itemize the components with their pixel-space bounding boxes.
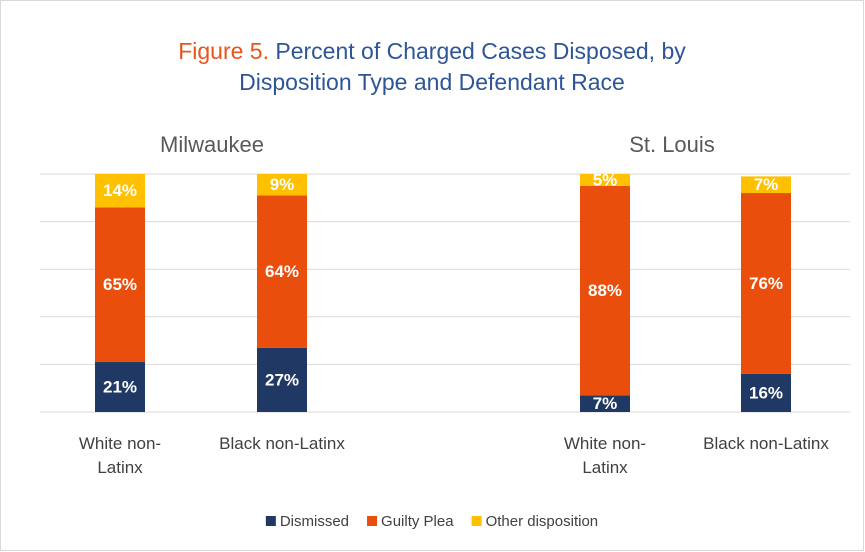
x-tick-label: Black non-Latinx <box>219 434 345 453</box>
chart-title: Figure 5. Percent of Charged Cases Dispo… <box>132 36 732 98</box>
legend-swatch <box>471 516 482 526</box>
group-label: Milwaukee <box>160 132 264 157</box>
x-tick-label: Black non-Latinx <box>703 434 829 453</box>
data-label: 21% <box>103 377 137 396</box>
data-label: 7% <box>593 394 618 413</box>
legend-swatch <box>265 516 276 526</box>
bar-segment <box>95 174 145 208</box>
group-label: St. Louis <box>629 132 715 157</box>
data-label: 16% <box>749 383 783 402</box>
x-tick-label: White non-Latinx <box>563 434 647 477</box>
title-prefix: Figure 5. <box>178 38 269 64</box>
data-label: 9% <box>270 175 295 194</box>
bar-segment <box>257 195 307 348</box>
bar-segment <box>741 373 791 412</box>
bar-segment <box>257 347 307 412</box>
data-label: 5% <box>593 170 618 189</box>
bar-segment <box>580 174 630 186</box>
bar-segment <box>257 174 307 196</box>
data-label: 88% <box>588 281 622 300</box>
legend-label: Other disposition <box>486 513 599 530</box>
data-label: 76% <box>749 274 783 293</box>
title-text: Percent of Charged Cases Disposed, by Di… <box>239 38 686 95</box>
data-label: 7% <box>754 175 779 194</box>
data-label: 64% <box>265 262 299 281</box>
data-label: 65% <box>103 275 137 294</box>
data-label: 14% <box>103 181 137 200</box>
legend-label: Guilty Plea <box>381 513 454 530</box>
bar-segment <box>580 395 630 412</box>
legend-label: Dismissed <box>280 513 349 530</box>
data-label: 27% <box>265 370 299 389</box>
bar-segment <box>741 176 791 194</box>
bar-segment <box>580 185 630 396</box>
bar-segment <box>95 207 145 363</box>
x-tick-label: White non-Latinx <box>78 434 162 477</box>
bar-segment <box>741 193 791 374</box>
bar-segment <box>95 362 145 412</box>
legend-swatch <box>367 516 378 526</box>
